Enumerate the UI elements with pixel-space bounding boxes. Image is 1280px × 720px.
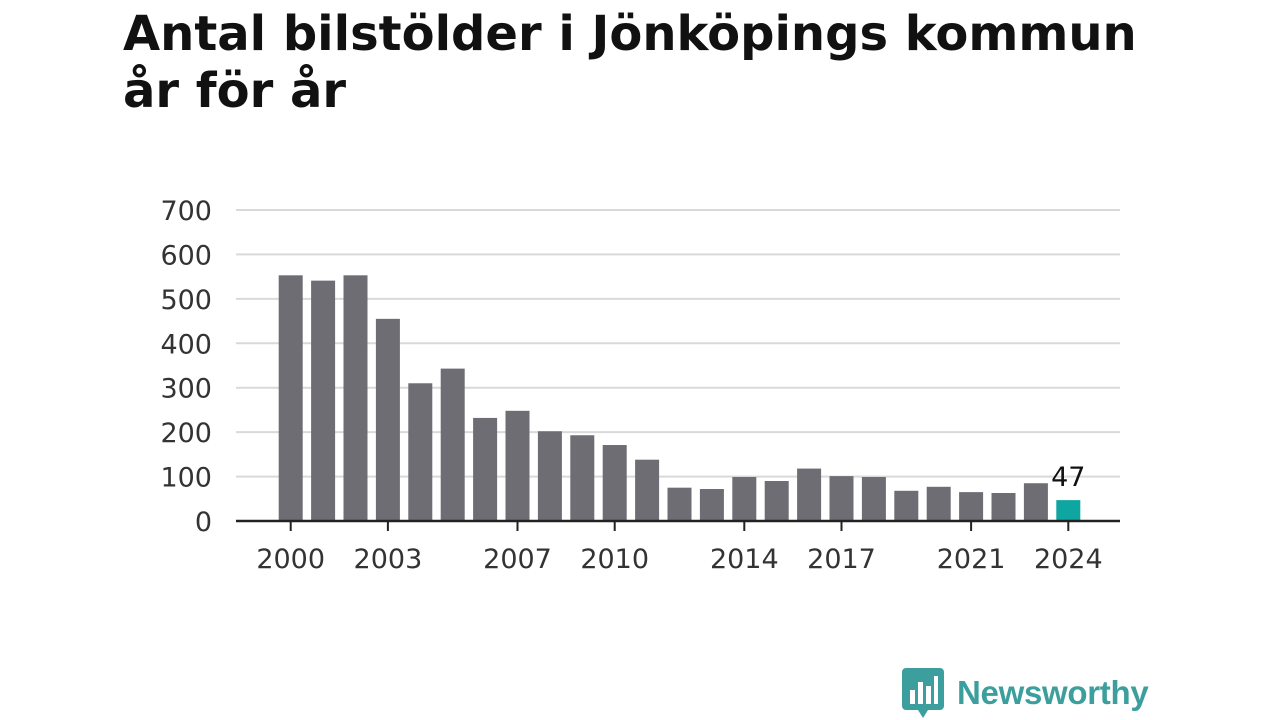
y-tick-label: 300: [160, 374, 212, 405]
bar-2019: [894, 490, 919, 521]
bar-2003: [375, 318, 400, 521]
chart-title: Antal bilstölder i Jönköpings kommun år …: [123, 6, 1137, 119]
data-label-2024: 47: [1051, 462, 1085, 493]
bar-2018: [861, 477, 886, 521]
bar-2002: [343, 275, 368, 521]
gridlines: [236, 209, 1120, 478]
bar-2017: [829, 476, 854, 521]
y-tick-label: 600: [160, 240, 212, 271]
y-axis-ticks: 0 100 200 300 400 500 600 700: [160, 196, 212, 538]
data-labels: 47: [1051, 462, 1085, 493]
y-tick-label: 100: [160, 463, 212, 494]
bar-2010: [602, 445, 627, 521]
bar-2009: [570, 435, 595, 521]
bar-2021: [959, 492, 984, 521]
x-tick-label: 2000: [256, 544, 325, 575]
bar-2016: [797, 468, 822, 521]
x-tick-label: 2017: [807, 544, 876, 575]
bar-2005: [440, 368, 465, 521]
bar-2023: [1023, 483, 1048, 521]
bars: [278, 275, 1081, 521]
y-tick-label: 0: [195, 507, 212, 538]
brand-name: Newsworthy: [957, 674, 1149, 711]
y-tick-label: 400: [160, 329, 212, 360]
bar-2015: [764, 481, 789, 521]
bar-2013: [699, 489, 724, 521]
x-tick-label: 2007: [483, 544, 552, 575]
bar-2024: [1056, 500, 1081, 521]
bar-2006: [473, 417, 498, 521]
bar-2012: [667, 487, 692, 521]
bar-2014: [732, 477, 757, 521]
x-tick-label: 2024: [1034, 544, 1103, 575]
x-tick-label: 2021: [937, 544, 1006, 575]
bar-2020: [926, 486, 951, 521]
newsworthy-chart-icon: [902, 668, 944, 718]
bar-2008: [537, 431, 562, 521]
x-tick-label: 2014: [710, 544, 779, 575]
bar-2001: [311, 280, 336, 521]
y-tick-label: 700: [160, 196, 212, 227]
y-tick-label: 500: [160, 285, 212, 316]
bar-2004: [408, 383, 433, 521]
bar-2011: [635, 459, 660, 521]
bar-2000: [278, 275, 303, 521]
x-tick-label: 2003: [354, 544, 423, 575]
bar-2022: [991, 493, 1016, 521]
x-tick-label: 2010: [580, 544, 649, 575]
y-tick-label: 200: [160, 418, 212, 449]
x-axis-ticks: 2000 2003 2007 2010 2014 2017 2021 2024: [256, 521, 1103, 575]
bar-2007: [505, 410, 530, 521]
newsworthy-logo: Newsworthy: [902, 668, 1149, 718]
